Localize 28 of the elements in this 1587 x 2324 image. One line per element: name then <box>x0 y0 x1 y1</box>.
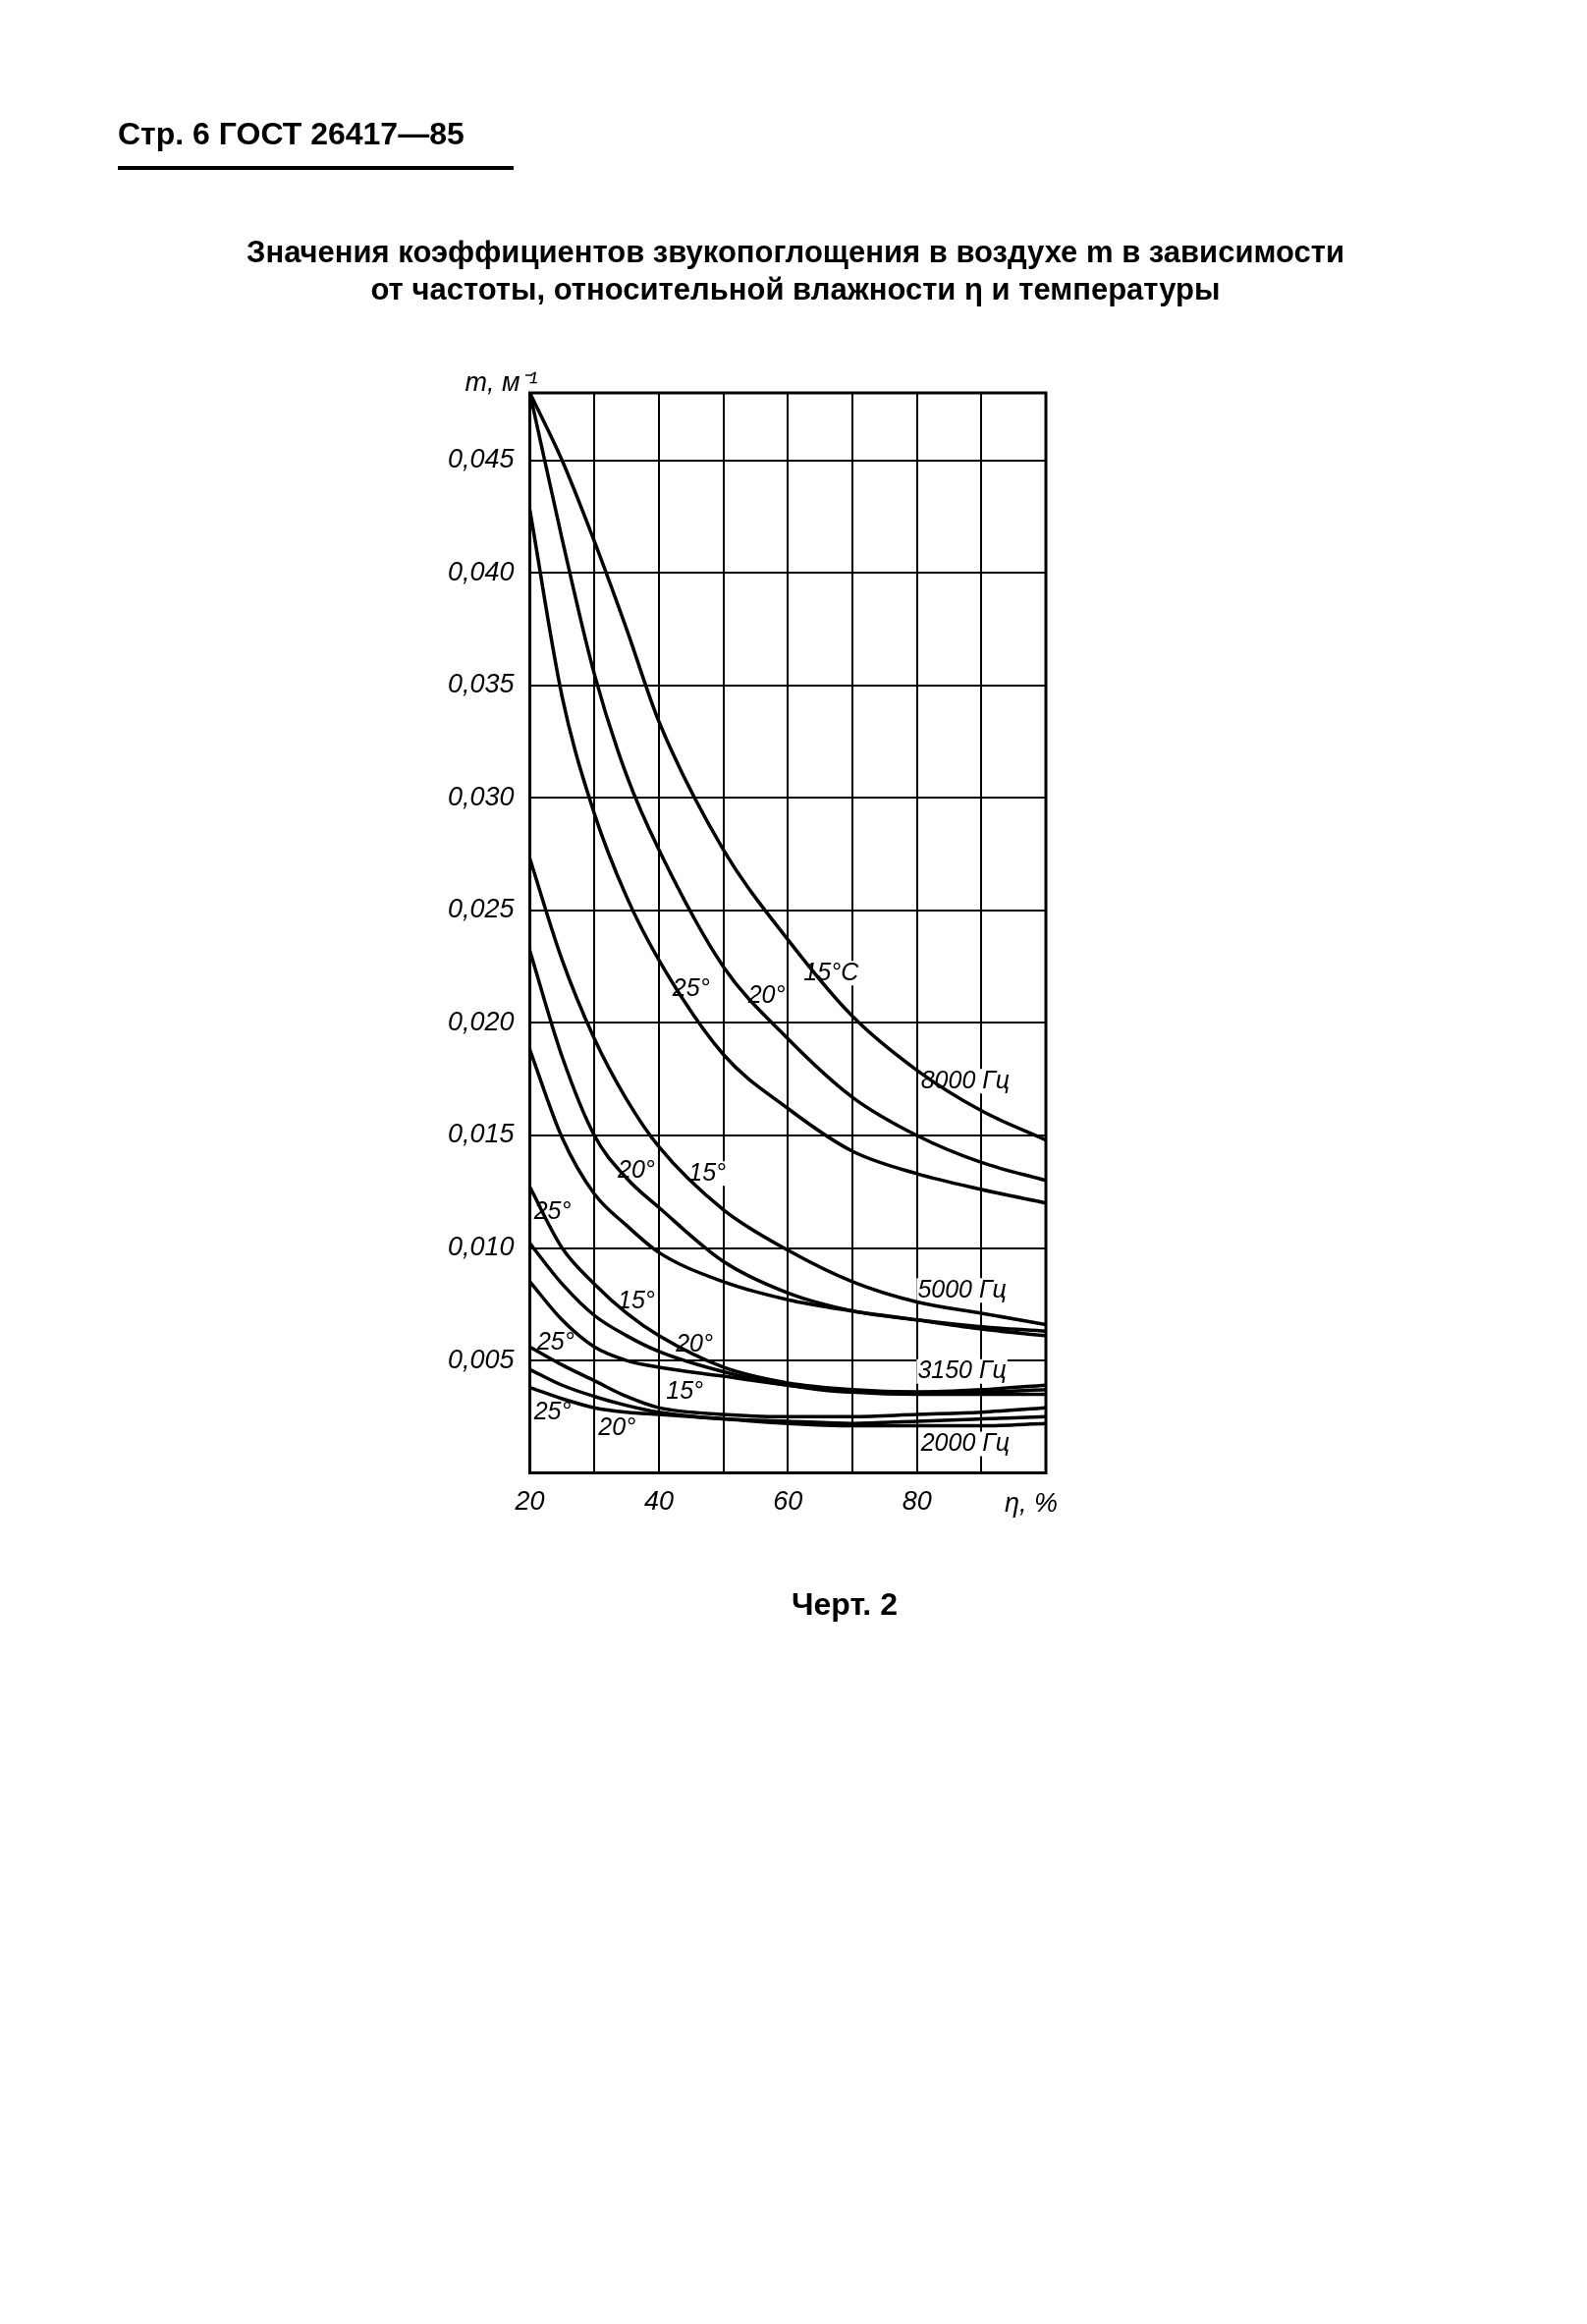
y-tick-label: 0,025 <box>447 894 516 924</box>
annotation: 15° <box>688 1157 727 1186</box>
y-tick-label: 0,015 <box>447 1119 516 1149</box>
text: Стр. 6 ГОСТ 26417—85 <box>118 116 514 170</box>
annotation: 3150 Гц <box>917 1356 1007 1384</box>
x-tick-label: 40 <box>643 1486 674 1517</box>
x-axis-title: η, % <box>1005 1487 1058 1518</box>
annotation: 25° <box>532 1396 572 1424</box>
y-tick-label: 0,020 <box>447 1006 515 1036</box>
y-tick-label: 0,030 <box>447 781 515 811</box>
y-axis-title: m, м⁻¹ <box>465 367 538 398</box>
y-tick-label: 0,005 <box>447 1344 516 1374</box>
y-tick-label: 0,035 <box>447 669 516 699</box>
annotation: 25° <box>535 1326 575 1355</box>
x-tick-label: 80 <box>902 1486 932 1517</box>
y-tick-label: 0,040 <box>447 556 515 586</box>
annotation: 2000 Гц <box>919 1427 1011 1456</box>
annotation: 15° <box>618 1286 655 1314</box>
x-tick-label: 20 <box>514 1486 545 1517</box>
annotation: 20° <box>597 1411 636 1440</box>
annotation: 20° <box>617 1155 655 1184</box>
annotation: 15° <box>666 1375 704 1404</box>
x-tick-label: 60 <box>773 1486 803 1517</box>
chart-title: Значения коэффициентов звукопоглощения в воздухе m в зависимости от частоты, относительной влажности η и температуры <box>246 234 1345 308</box>
y-tick-label: 0,010 <box>447 1232 515 1262</box>
text: Черт. 2 <box>791 1586 899 1623</box>
y-tick-label: 0,045 <box>447 444 516 474</box>
annotation: 5000 Гц <box>917 1274 1007 1302</box>
